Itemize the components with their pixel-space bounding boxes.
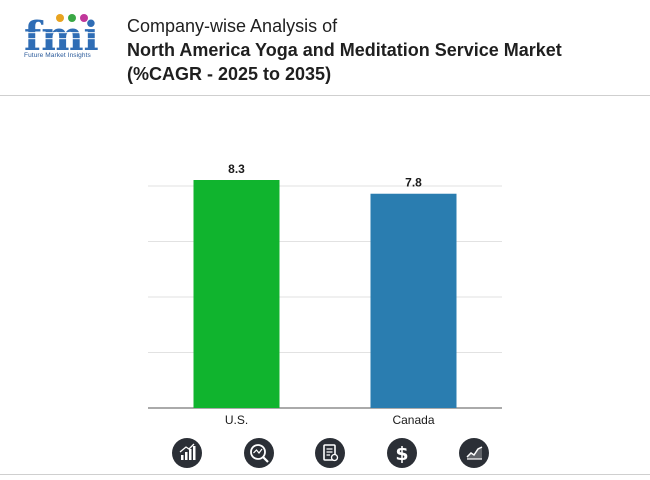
report-document-icon bbox=[315, 438, 345, 468]
bar-chart: 8.3 U.S. 7.8 Canada bbox=[148, 162, 502, 427]
title-line-2: North America Yoga and Meditation Servic… bbox=[127, 40, 562, 60]
footer-divider bbox=[0, 474, 650, 475]
x-tick-label: U.S. bbox=[225, 413, 248, 427]
header-divider bbox=[0, 95, 650, 96]
x-tick-label: Canada bbox=[392, 413, 434, 427]
title-line-3: (%CAGR - 2025 to 2035) bbox=[127, 64, 332, 84]
logo-subtitle: Future Market Insights bbox=[24, 52, 91, 59]
data-label: 7.8 bbox=[405, 176, 422, 190]
chart-title: Company-wise Analysis of North America Y… bbox=[127, 14, 637, 86]
footer-icon-row: $ bbox=[0, 436, 650, 470]
title-line-1: Company-wise Analysis of bbox=[127, 16, 338, 36]
fmi-logo-icon: fmi bbox=[24, 13, 99, 60]
bar-u-s bbox=[193, 180, 280, 408]
header: fmi Future Market Insights Company-wise … bbox=[0, 0, 650, 96]
svg-text:$: $ bbox=[395, 443, 408, 465]
trend-line-icon bbox=[459, 438, 489, 468]
bar-growth-icon bbox=[172, 438, 202, 468]
magnifier-chart-icon bbox=[244, 438, 274, 468]
data-label: 8.3 bbox=[228, 162, 245, 176]
bar-canada bbox=[370, 193, 457, 408]
dollar-icon: $ bbox=[387, 438, 417, 468]
